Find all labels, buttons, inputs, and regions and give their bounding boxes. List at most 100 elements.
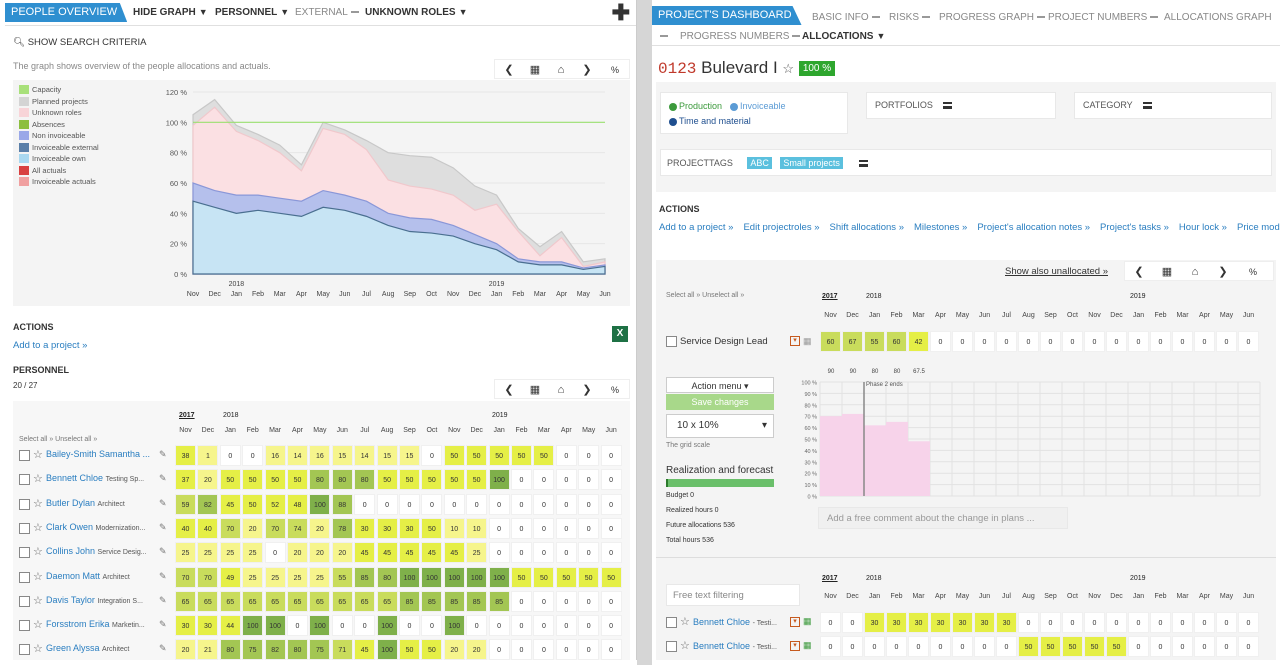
allocation-cell[interactable]: 0 bbox=[1106, 612, 1127, 633]
allocation-cell[interactable]: 50 bbox=[421, 517, 443, 539]
allocation-cell[interactable]: 50 bbox=[600, 566, 622, 588]
allocation-cell[interactable]: 0 bbox=[555, 542, 577, 564]
pencil-icon[interactable]: ✎ bbox=[159, 619, 167, 630]
allocation-cell[interactable]: 0 bbox=[533, 639, 555, 660]
allocation-cell[interactable]: 65 bbox=[376, 590, 398, 612]
progress-graph-tab[interactable]: PROGRESS GRAPH bbox=[939, 8, 1046, 27]
hide-graph-menu[interactable]: HIDE GRAPH ▼ bbox=[133, 3, 208, 22]
allocation-cell[interactable]: 65 bbox=[197, 590, 219, 612]
tag-small-projects[interactable]: Small projects bbox=[780, 157, 843, 169]
allocation-cell[interactable]: 52 bbox=[264, 493, 286, 515]
allocation-cell[interactable]: 0 bbox=[555, 445, 577, 466]
percent-icon[interactable]: % bbox=[610, 385, 619, 395]
pencil-icon[interactable]: ✎ bbox=[159, 497, 167, 508]
allocation-cell[interactable]: 0 bbox=[820, 636, 841, 657]
allocation-cell[interactable]: 60 bbox=[886, 331, 907, 352]
dropdown-icon[interactable]: ▾ bbox=[790, 617, 800, 627]
home-icon[interactable]: ⌂ bbox=[1191, 266, 1199, 278]
menu-icon[interactable] bbox=[1142, 102, 1152, 110]
allocation-cell[interactable]: 50 bbox=[1106, 636, 1127, 657]
allocation-cell[interactable]: 0 bbox=[331, 615, 353, 637]
allocation-cell[interactable]: 0 bbox=[974, 636, 995, 657]
allocation-cell[interactable]: 0 bbox=[1172, 636, 1193, 657]
allocation-cell[interactable]: 25 bbox=[197, 542, 219, 564]
allocation-cell[interactable]: 80 bbox=[219, 639, 241, 660]
allocation-cell[interactable]: 65 bbox=[242, 590, 264, 612]
basic-info-tab[interactable]: BASIC INFO bbox=[812, 8, 880, 27]
action-menu-button[interactable]: Action menu ▾ bbox=[666, 377, 774, 393]
allocation-cell[interactable]: 50 bbox=[219, 469, 241, 491]
legend-item[interactable]: All actuals bbox=[19, 165, 99, 177]
allocation-cell[interactable]: 20 bbox=[331, 542, 353, 564]
row-checkbox[interactable] bbox=[19, 474, 30, 486]
allocation-cell[interactable]: 50 bbox=[287, 469, 308, 491]
allocation-cell[interactable]: 0 bbox=[1194, 612, 1215, 633]
allocation-cell[interactable]: 0 bbox=[399, 493, 420, 515]
next-icon[interactable]: ❯ bbox=[582, 64, 592, 76]
allocation-cell[interactable]: 0 bbox=[1128, 636, 1149, 657]
allocation-cell[interactable]: 100 bbox=[376, 615, 398, 637]
legend-item[interactable]: Planned projects bbox=[19, 96, 99, 108]
allocation-cell[interactable]: 71 bbox=[331, 639, 353, 660]
allocation-cell[interactable]: 0 bbox=[533, 493, 555, 515]
allocation-cell[interactable]: 25 bbox=[175, 542, 196, 564]
allocation-cell[interactable]: 0 bbox=[1216, 331, 1237, 352]
row-checkbox[interactable] bbox=[19, 450, 30, 461]
allocation-cell[interactable]: 0 bbox=[488, 517, 510, 539]
allocation-cell[interactable]: 0 bbox=[354, 615, 376, 637]
allocation-cell[interactable]: 0 bbox=[1040, 612, 1061, 633]
allocation-cell[interactable]: 0 bbox=[600, 615, 622, 637]
allocation-cell[interactable]: 0 bbox=[555, 517, 577, 539]
person-name[interactable]: Butler Dylan Architect bbox=[46, 498, 156, 508]
allocation-cell[interactable]: 0 bbox=[1216, 636, 1237, 657]
pencil-icon[interactable]: ✎ bbox=[159, 570, 167, 581]
person-name[interactable]: Bennett Chloe - Testi... bbox=[693, 617, 788, 627]
allocation-cell[interactable]: 45 bbox=[354, 639, 376, 660]
pencil-icon[interactable]: ✎ bbox=[159, 473, 167, 484]
allocation-cell[interactable]: 0 bbox=[1194, 636, 1215, 657]
allocation-cell[interactable]: 75 bbox=[242, 639, 264, 660]
allocation-cell[interactable]: 30 bbox=[908, 612, 929, 633]
allocation-cell[interactable]: 20 bbox=[287, 542, 308, 564]
allocation-cell[interactable]: 80 bbox=[331, 469, 353, 491]
select-links[interactable]: Select all » Unselect all » bbox=[666, 292, 745, 299]
allocation-cell[interactable]: 0 bbox=[1128, 612, 1149, 633]
allocation-cell[interactable]: 50 bbox=[264, 469, 286, 491]
allocation-cell[interactable]: 0 bbox=[908, 636, 929, 657]
grid-scale-select[interactable]: 10 x 10% ▾ bbox=[666, 414, 774, 438]
tag-abc[interactable]: ABC bbox=[747, 157, 772, 169]
person-name-text[interactable]: Clark Owen bbox=[46, 521, 94, 532]
allocation-cell[interactable]: 20 bbox=[242, 517, 264, 539]
allocation-cell[interactable]: 50 bbox=[443, 469, 465, 491]
action-link[interactable]: Milestones » bbox=[913, 222, 968, 233]
allocation-cell[interactable]: 30 bbox=[886, 612, 907, 633]
allocation-bar[interactable] bbox=[820, 416, 842, 496]
allocation-cell[interactable]: 20 bbox=[175, 639, 196, 660]
allocation-cell[interactable]: 80 bbox=[309, 469, 331, 491]
legend-item[interactable]: Invoiceable external bbox=[19, 142, 99, 154]
allocation-cell[interactable]: 45 bbox=[219, 493, 241, 515]
allocation-cell[interactable]: 100 bbox=[443, 615, 465, 637]
allocation-cell[interactable]: 1 bbox=[197, 445, 219, 466]
allocation-cell[interactable]: 0 bbox=[421, 445, 443, 466]
save-changes-button[interactable]: Save changes bbox=[666, 394, 774, 410]
allocation-cell[interactable]: 70 bbox=[264, 517, 286, 539]
allocation-cell[interactable]: 55 bbox=[864, 331, 885, 352]
allocation-cell[interactable]: 0 bbox=[511, 542, 532, 564]
allocation-cell[interactable]: 30 bbox=[996, 612, 1017, 633]
allocation-cell[interactable]: 0 bbox=[555, 493, 577, 515]
allocation-cell[interactable]: 0 bbox=[511, 639, 532, 660]
menu-icon[interactable] bbox=[942, 102, 952, 110]
allocation-cell[interactable]: 0 bbox=[533, 469, 555, 491]
allocation-cell[interactable]: 30 bbox=[354, 517, 376, 539]
allocation-cell[interactable]: 65 bbox=[287, 590, 308, 612]
star-icon[interactable]: ☆ bbox=[33, 521, 43, 534]
allocation-cell[interactable]: 50 bbox=[1062, 636, 1083, 657]
allocation-cell[interactable]: 65 bbox=[175, 590, 196, 612]
person-name[interactable]: Green Alyssa Architect bbox=[46, 643, 156, 653]
person-name-text[interactable]: Davis Taylor bbox=[46, 594, 95, 605]
allocation-cell[interactable]: 20 bbox=[309, 517, 331, 539]
allocation-cell[interactable]: 50 bbox=[421, 639, 443, 660]
action-link[interactable]: Project's allocation notes » bbox=[977, 222, 1091, 233]
show-search-criteria[interactable]: 🔍︎ SHOW SEARCH CRITERIA bbox=[13, 37, 147, 48]
